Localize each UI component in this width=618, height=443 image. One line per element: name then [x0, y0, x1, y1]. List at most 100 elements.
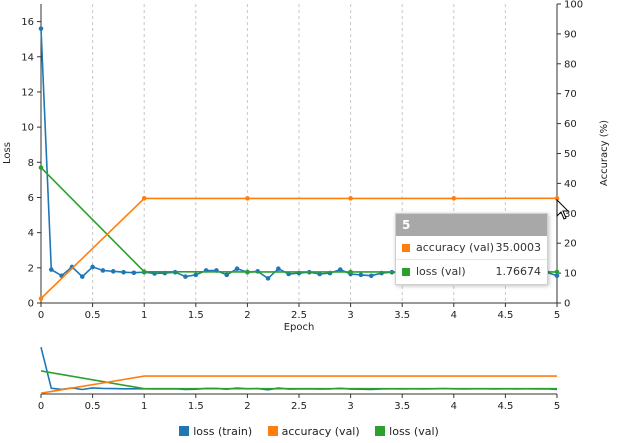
data-point-loss-train — [337, 267, 343, 272]
data-point-loss-train — [276, 266, 281, 272]
x-tick-label: 5 — [554, 310, 560, 321]
data-point-accuracy-val — [141, 196, 147, 201]
tooltip-value: 35.0003 — [495, 241, 542, 254]
y2-tick-label: 60 — [564, 119, 577, 130]
legend-item-loss-train[interactable]: loss (train) — [179, 425, 252, 438]
y2-axis-title: Accuracy (%) — [599, 120, 610, 186]
y-axis-title: Loss — [2, 142, 13, 164]
overview-x-tick-label: 0 — [38, 401, 44, 412]
data-point-accuracy-val — [245, 196, 250, 201]
legend: loss (train) accuracy (val) loss (val) — [0, 425, 618, 438]
legend-swatch — [267, 426, 278, 436]
legend-label: accuracy (val) — [281, 425, 360, 438]
y2-tick-label: 10 — [564, 269, 577, 280]
legend-label: loss (train) — [193, 425, 253, 438]
hover-tooltip: 5 accuracy (val) 35.0003 loss (val) 1.76… — [395, 213, 548, 285]
data-point-loss-val — [245, 269, 250, 275]
data-point-accuracy-val — [348, 196, 353, 201]
series-line-accuracy-val — [40, 197, 558, 300]
x-tick-label: 2.5 — [291, 310, 307, 321]
data-point-loss-train — [265, 276, 271, 281]
legend-label: loss (val) — [389, 425, 439, 438]
data-point-loss-train — [131, 270, 137, 276]
data-point-loss-train — [79, 274, 85, 279]
data-point-loss-train — [38, 26, 44, 31]
x-tick-label: 1.5 — [188, 310, 204, 321]
main-grid — [92, 4, 506, 303]
y2-tick-label: 20 — [564, 239, 577, 250]
data-point-loss-train — [368, 273, 374, 279]
tooltip-value: 1.76674 — [495, 265, 542, 278]
overview-x-tick-label: 3 — [347, 401, 353, 412]
legend-swatch — [179, 426, 190, 436]
tooltip-row-accuracy: accuracy (val) 35.0003 — [396, 236, 547, 259]
data-point-loss-train — [110, 269, 116, 274]
y-tick-label: 4 — [28, 228, 34, 239]
x-tick-label: 0.5 — [85, 310, 101, 321]
training-chart: 0 0.5 1 1.5 2 2.5 3 3.5 4 4.5 50246810121416010203… — [2, 0, 610, 412]
x-tick-label: 3.5 — [394, 310, 410, 321]
legend-item-loss-val[interactable]: loss (val) — [375, 425, 439, 438]
overview-x-tick-label: 1 — [141, 401, 147, 412]
overview-x-tick-label: 2 — [244, 401, 250, 412]
x-tick-label: 4.5 — [497, 310, 513, 321]
overview-x-tick-label: 3.5 — [394, 401, 410, 412]
overview-line-accuracy-val — [40, 375, 557, 394]
overview-x-tick-label: 2.5 — [291, 401, 307, 412]
data-point-loss-train — [90, 264, 95, 270]
overview-line-loss-train — [40, 347, 558, 391]
y-tick-label: 16 — [21, 17, 34, 28]
data-point-loss-train — [224, 272, 230, 278]
data-point-loss-train — [193, 272, 199, 278]
tooltip-swatch-accuracy — [402, 244, 410, 252]
main-axes: 0 0.5 1 1.5 2 2.5 3 3.5 4 4.5 50246810121416010203… — [2, 0, 610, 333]
tooltip-row-loss: loss (val) 1.76674 — [396, 259, 547, 283]
overview-x-tick-label: 5 — [554, 401, 560, 412]
x-tick-label: 2 — [244, 310, 250, 321]
overview-series[interactable] — [40, 347, 558, 394]
data-point-accuracy-val — [451, 196, 457, 201]
y2-tick-label: 80 — [564, 59, 577, 70]
overview-x-tick-label: 1.5 — [188, 401, 204, 412]
x-tick-label: 4 — [451, 310, 457, 321]
y-tick-label: 0 — [28, 299, 34, 310]
data-point-loss-train — [49, 267, 54, 272]
data-point-loss-val — [38, 165, 44, 170]
mouse-cursor-icon — [556, 198, 570, 220]
y-tick-label: 8 — [28, 158, 34, 169]
data-point-accuracy-val — [554, 196, 560, 201]
y2-tick-label: 90 — [564, 29, 577, 40]
tooltip-label: accuracy (val) — [416, 241, 495, 254]
x-tick-label: 0 — [38, 310, 44, 321]
data-point-loss-train — [234, 266, 240, 272]
y-tick-label: 6 — [28, 193, 34, 204]
data-point-loss-val — [554, 269, 560, 275]
overview-x-tick-label: 0.5 — [85, 401, 101, 412]
x-tick-label: 3 — [347, 310, 353, 321]
data-point-loss-train — [121, 269, 126, 275]
tooltip-swatch-loss — [402, 268, 410, 276]
overview-axes: 0 0.5 1 1.5 2 2.5 3 3.5 4 4.5 5 — [38, 393, 560, 412]
y-tick-label: 14 — [21, 52, 34, 63]
overview-line-loss-val — [40, 370, 557, 390]
y-tick-label: 12 — [21, 87, 34, 98]
legend-item-accuracy-val[interactable]: accuracy (val) — [267, 425, 360, 438]
y2-tick-label: 50 — [564, 149, 577, 160]
y2-tick-label: 0 — [564, 299, 570, 310]
data-point-loss-train — [358, 272, 364, 278]
data-point-accuracy-val — [38, 296, 44, 301]
y2-tick-label: 100 — [564, 0, 583, 11]
y-tick-label: 10 — [21, 123, 34, 134]
data-point-loss-train — [100, 268, 106, 273]
overview-x-tick-label: 4 — [451, 401, 457, 412]
overview-x-tick-label: 4.5 — [497, 401, 513, 412]
y2-tick-label: 30 — [564, 209, 577, 220]
tooltip-header: 5 — [396, 214, 547, 236]
legend-swatch — [375, 426, 386, 436]
data-point-loss-train — [554, 273, 560, 279]
tooltip-label: loss (val) — [416, 265, 466, 278]
y2-tick-label: 40 — [564, 179, 577, 190]
y2-tick-label: 70 — [564, 89, 577, 100]
data-point-loss-train — [183, 274, 188, 279]
data-point-loss-val — [141, 269, 147, 274]
